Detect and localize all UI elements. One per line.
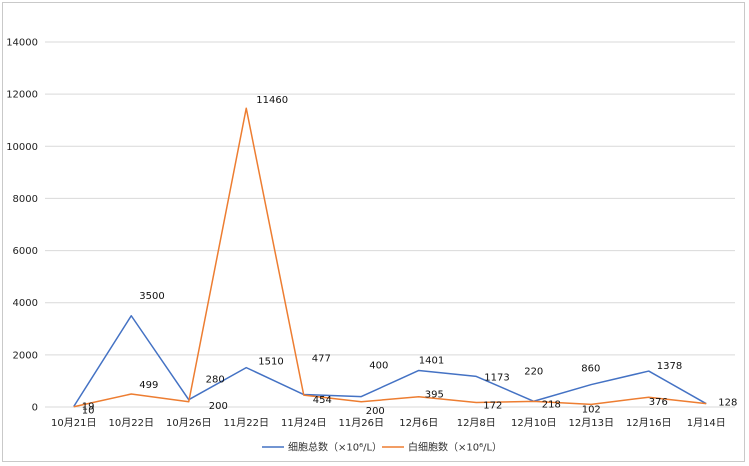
- data-label-0-3: 1510: [258, 357, 283, 368]
- data-label-0-8: 220: [524, 366, 543, 377]
- y-tick-label-0: 0: [32, 403, 38, 414]
- y-tick-label-4000: 4000: [13, 298, 38, 309]
- series-line-1: [73, 107, 707, 408]
- data-label-1-5: 200: [366, 406, 385, 417]
- data-label-1-4: 454: [313, 395, 332, 406]
- y-tick-label-6000: 6000: [13, 246, 38, 257]
- x-tick-label-7: 12月8日: [457, 417, 496, 429]
- legend: 细胞总数（×10⁶/L） 白细胞数（×10⁶/L）: [262, 441, 502, 454]
- x-tick-label-6: 12月6日: [399, 417, 438, 429]
- grid-layer: [45, 41, 735, 356]
- x-tick-label-4: 11月24日: [281, 417, 326, 429]
- data-label-0-5: 400: [369, 361, 388, 372]
- data-label-1-10: 376: [649, 397, 668, 408]
- y-tick-label-14000: 14000: [6, 38, 38, 49]
- x-tick-label-5: 11月26日: [339, 417, 384, 429]
- x-tick-label-8: 12月10日: [511, 417, 556, 429]
- series-line-0: [73, 315, 707, 407]
- data-label-1-1: 499: [139, 380, 158, 391]
- data-label-1-6: 395: [425, 390, 444, 401]
- data-label-1-0: 10: [82, 406, 95, 417]
- y-tick-label-8000: 8000: [13, 194, 38, 205]
- data-label-0-6: 1401: [419, 355, 444, 366]
- x-tick-label-11: 1月14日: [687, 417, 726, 429]
- x-tick-label-3: 11月22日: [224, 417, 269, 429]
- data-label-0-10: 1378: [657, 361, 682, 372]
- y-tick-label-2000: 2000: [13, 350, 38, 361]
- data-label-1-7: 172: [483, 401, 502, 412]
- x-tick-label-2: 10月26日: [166, 417, 211, 429]
- legend-label-1: 白细胞数（×10⁶/L）: [408, 441, 502, 454]
- data-label-0-2: 280: [206, 375, 225, 386]
- data-label-0-9: 860: [581, 364, 600, 375]
- x-tick-label-9: 12月13日: [569, 417, 614, 429]
- y-tick-label-12000: 12000: [6, 90, 38, 101]
- data-label-1-3: 11460: [256, 95, 288, 106]
- data-label-0-4: 477: [312, 354, 331, 365]
- label-layer: 19 3500 280 1510 477 400 1401 1173 220 860 1378 128…: [82, 95, 738, 417]
- series-layer: [73, 107, 707, 408]
- x-tick-label-1: 10月22日: [109, 417, 154, 429]
- data-label-0-7: 1173: [484, 372, 509, 383]
- data-label-1-9: 102: [582, 404, 601, 415]
- data-label-0-1: 3500: [139, 291, 164, 302]
- data-label-1-8: 218: [542, 399, 561, 410]
- x-tick-label-0: 10月21日: [51, 417, 96, 429]
- y-tick-label-10000: 10000: [6, 142, 38, 153]
- legend-label-0: 细胞总数（×10⁶/L）: [288, 441, 382, 454]
- data-label-0-0: 19: [82, 402, 95, 413]
- chart-frame: [2, 2, 745, 462]
- x-tick-label-10: 12月16日: [626, 417, 671, 429]
- data-label-1-2: 200: [209, 401, 228, 412]
- data-label-0-11: 128: [718, 398, 737, 409]
